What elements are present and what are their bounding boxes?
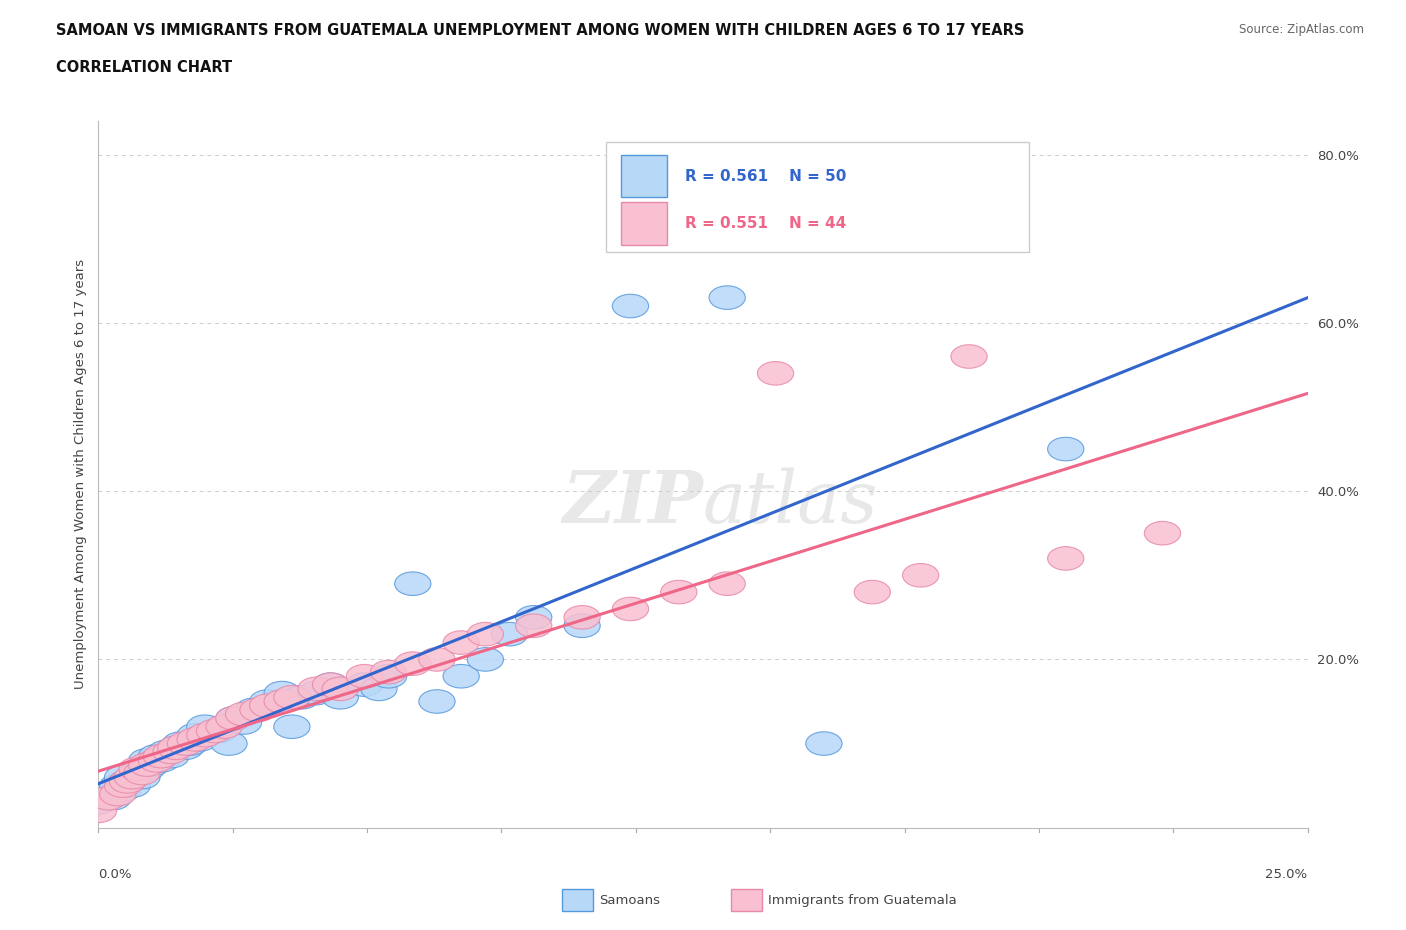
Text: R = 0.551    N = 44: R = 0.551 N = 44 [685, 216, 846, 231]
FancyBboxPatch shape [621, 154, 666, 197]
FancyBboxPatch shape [606, 142, 1029, 252]
FancyBboxPatch shape [621, 202, 666, 245]
Text: Samoans: Samoans [599, 894, 659, 907]
Text: CORRELATION CHART: CORRELATION CHART [56, 60, 232, 75]
Text: 25.0%: 25.0% [1265, 868, 1308, 881]
Text: Immigrants from Guatemala: Immigrants from Guatemala [768, 894, 956, 907]
Text: atlas: atlas [703, 467, 879, 538]
Text: SAMOAN VS IMMIGRANTS FROM GUATEMALA UNEMPLOYMENT AMONG WOMEN WITH CHILDREN AGES : SAMOAN VS IMMIGRANTS FROM GUATEMALA UNEM… [56, 23, 1025, 38]
Text: R = 0.561    N = 50: R = 0.561 N = 50 [685, 168, 846, 183]
Text: Source: ZipAtlas.com: Source: ZipAtlas.com [1239, 23, 1364, 36]
Y-axis label: Unemployment Among Women with Children Ages 6 to 17 years: Unemployment Among Women with Children A… [75, 259, 87, 689]
Text: 0.0%: 0.0% [98, 868, 132, 881]
Text: ZIP: ZIP [562, 467, 703, 538]
